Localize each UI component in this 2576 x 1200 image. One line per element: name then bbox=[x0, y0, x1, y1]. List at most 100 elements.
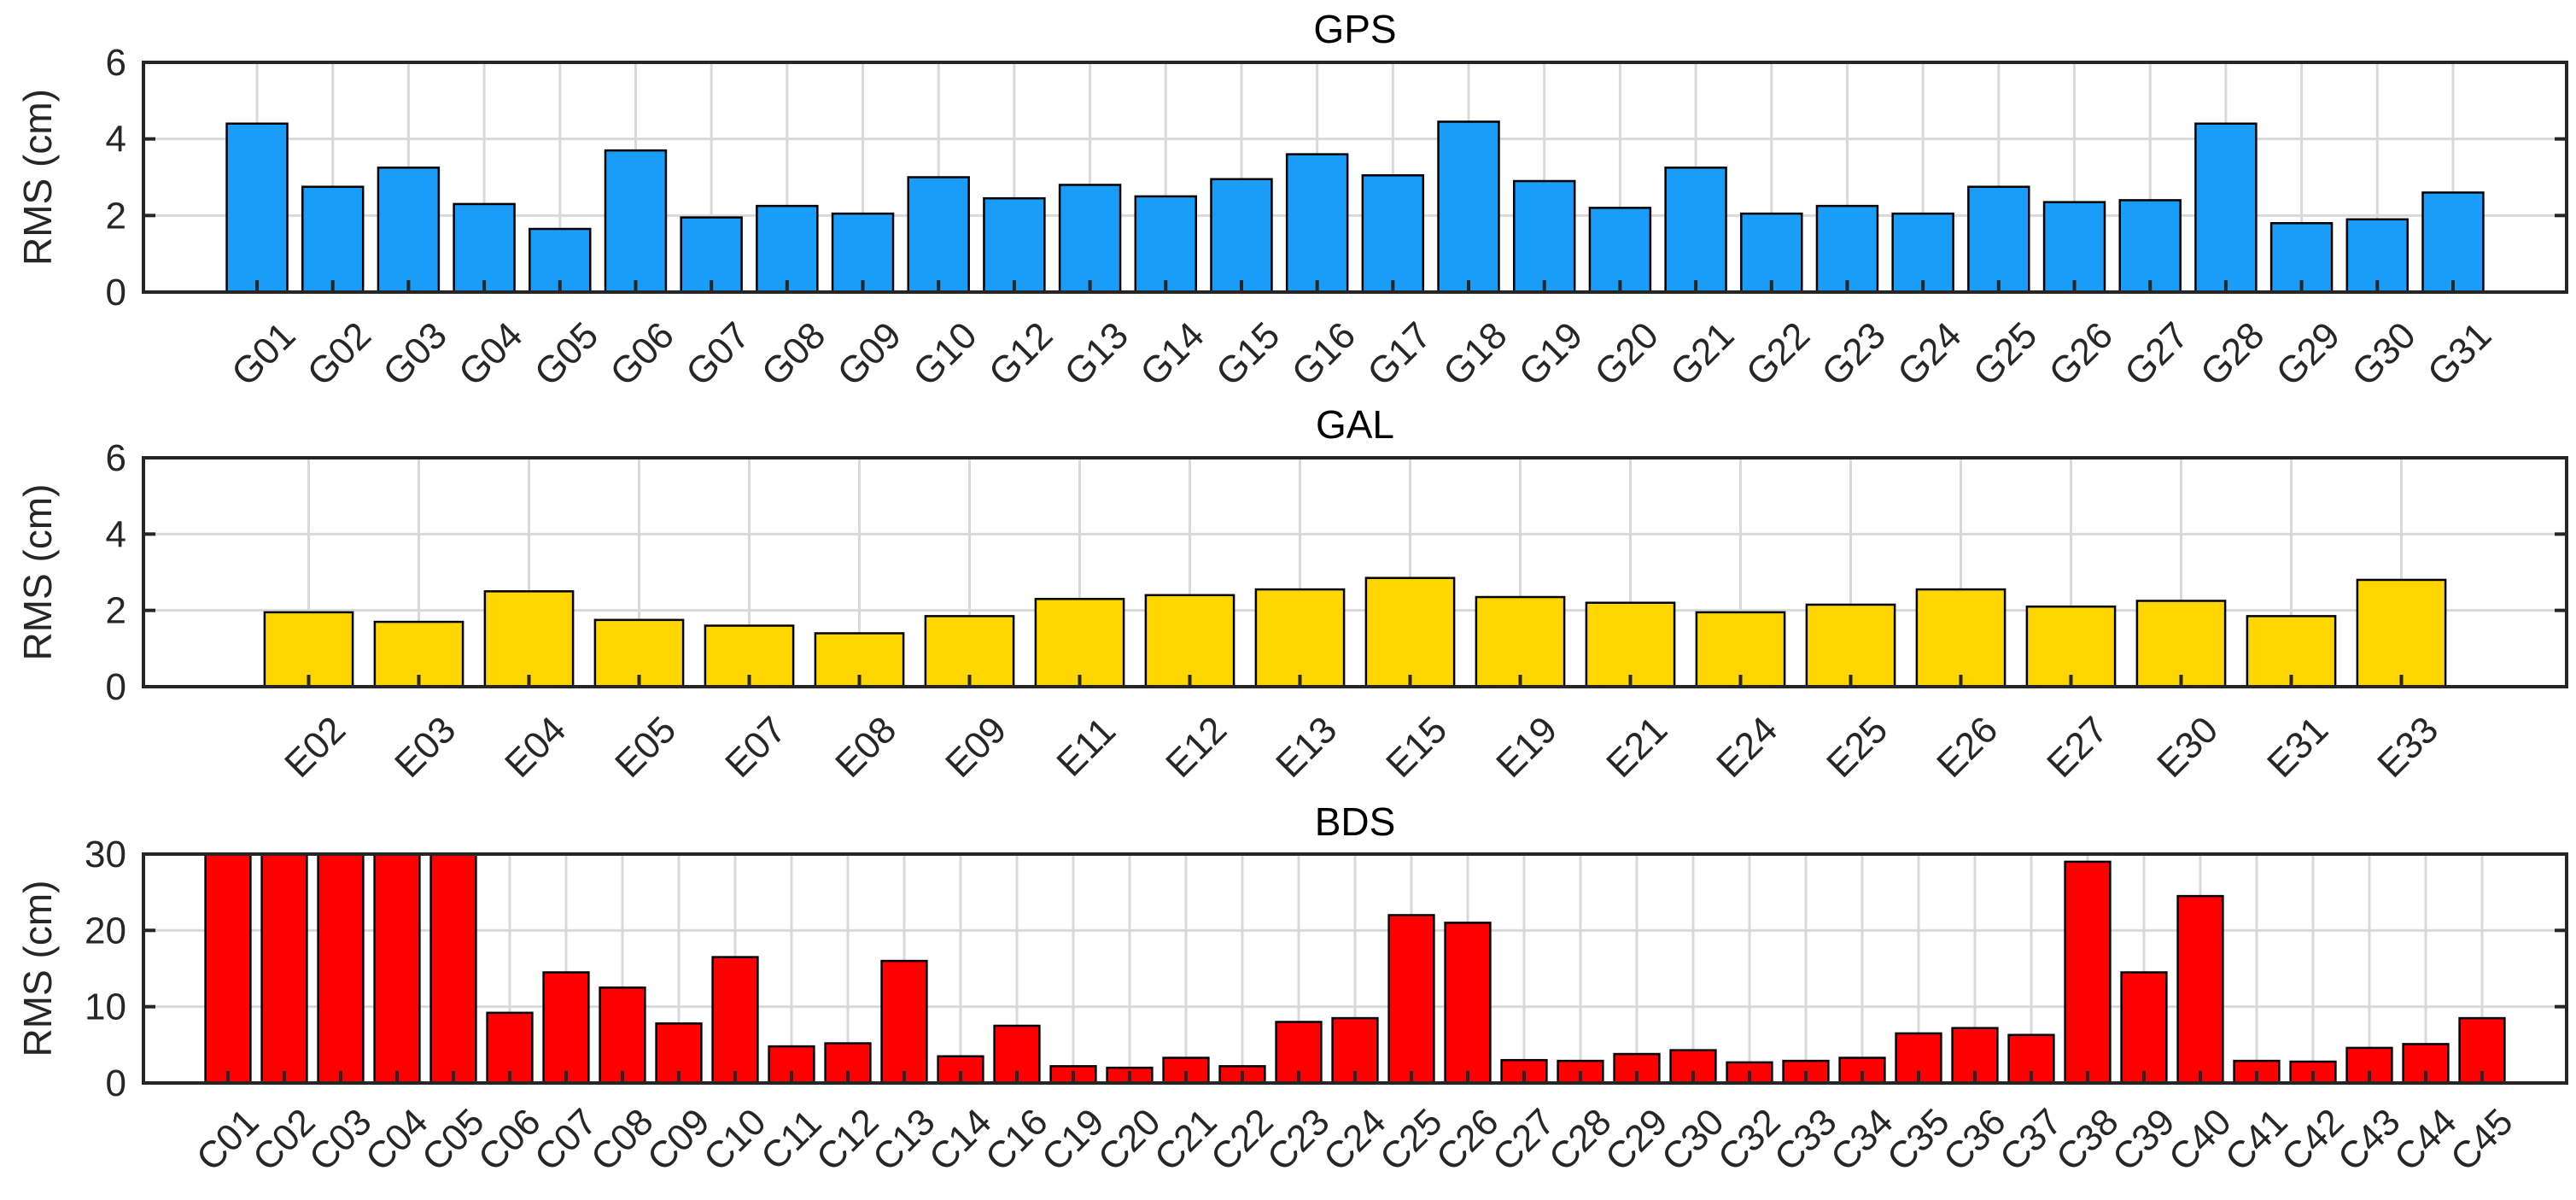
bar-e19 bbox=[1475, 595, 1566, 688]
x-tick-label: C45 bbox=[2443, 1101, 2521, 1180]
bar-e21 bbox=[1585, 601, 1676, 688]
x-tick-label: G18 bbox=[1435, 314, 1515, 394]
x-tick-label: G16 bbox=[1284, 314, 1364, 394]
bar-c04 bbox=[373, 852, 421, 1085]
x-tick-label: E27 bbox=[2039, 709, 2116, 786]
bar-g20 bbox=[1588, 207, 1652, 294]
bar-e27 bbox=[2025, 605, 2117, 688]
x-tick-label: E25 bbox=[1819, 709, 1895, 786]
bar-c39 bbox=[2120, 971, 2168, 1085]
bar-g07 bbox=[680, 216, 743, 294]
bar-c05 bbox=[429, 852, 477, 1085]
x-tick-label: G30 bbox=[2344, 314, 2423, 394]
x-tick-label: G05 bbox=[527, 314, 606, 394]
y-tick-label: 10 bbox=[85, 986, 126, 1028]
x-tick-label: E05 bbox=[607, 709, 684, 786]
y-tick-label: 4 bbox=[106, 119, 126, 161]
y-axis-label: RMS (cm) bbox=[15, 89, 60, 266]
x-tick-label: G25 bbox=[1966, 314, 2045, 394]
bar-c07 bbox=[542, 971, 590, 1085]
x-tick-label: G14 bbox=[1132, 314, 1212, 394]
bar-g26 bbox=[2042, 201, 2106, 294]
bar-g12 bbox=[983, 196, 1046, 294]
bar-e13 bbox=[1254, 588, 1346, 688]
x-tick-label: G31 bbox=[2420, 314, 2499, 394]
x-tick-label: G28 bbox=[2193, 314, 2272, 394]
bar-c08 bbox=[599, 986, 646, 1085]
bar-e04 bbox=[483, 590, 575, 688]
x-tick-label: G08 bbox=[754, 314, 833, 394]
chart-title: GPS bbox=[1313, 7, 1396, 51]
bar-c03 bbox=[317, 852, 365, 1085]
bar-e25 bbox=[1805, 603, 1896, 688]
bar-g23 bbox=[1815, 204, 1879, 294]
x-tick-label: G06 bbox=[602, 314, 681, 394]
x-tick-label: G10 bbox=[905, 314, 984, 394]
bar-g06 bbox=[604, 149, 668, 294]
y-tick-label: 6 bbox=[106, 437, 126, 479]
bar-g31 bbox=[2421, 191, 2485, 294]
x-tick-label: G26 bbox=[2042, 314, 2121, 394]
bar-c02 bbox=[260, 852, 308, 1085]
x-tick-label: E13 bbox=[1268, 709, 1345, 786]
x-tick-label: G20 bbox=[1586, 314, 1666, 394]
x-tick-label: E12 bbox=[1158, 709, 1235, 786]
bar-c21 bbox=[1162, 1057, 1210, 1085]
bar-g22 bbox=[1740, 212, 1803, 294]
bar-g14 bbox=[1134, 195, 1198, 294]
axes-frame bbox=[142, 61, 2568, 294]
x-tick-label: G19 bbox=[1511, 314, 1591, 394]
x-tick-label: E02 bbox=[277, 709, 353, 786]
x-tick-label: G21 bbox=[1662, 314, 1742, 394]
bar-c38 bbox=[2064, 860, 2112, 1085]
x-tick-label: E04 bbox=[497, 709, 574, 786]
x-tick-label: E26 bbox=[1929, 709, 2006, 786]
y-tick-label: 30 bbox=[85, 834, 126, 875]
x-tick-label: G27 bbox=[2117, 314, 2196, 394]
y-axis-label: RMS (cm) bbox=[15, 484, 60, 661]
chart-title: BDS bbox=[1315, 799, 1396, 844]
bar-g16 bbox=[1285, 153, 1349, 294]
bar-g01 bbox=[225, 122, 289, 294]
x-tick-label: G04 bbox=[451, 314, 530, 394]
bar-e11 bbox=[1034, 598, 1125, 688]
x-tick-label: G07 bbox=[678, 314, 757, 394]
x-tick-label: E03 bbox=[387, 709, 464, 786]
bar-g13 bbox=[1058, 184, 1122, 294]
y-tick-label: 0 bbox=[106, 666, 126, 708]
x-tick-label: E08 bbox=[827, 709, 904, 786]
x-tick-label: E31 bbox=[2259, 709, 2336, 786]
bar-g09 bbox=[831, 212, 895, 294]
x-tick-label: G29 bbox=[2269, 314, 2348, 394]
bar-e12 bbox=[1144, 594, 1235, 688]
bar-g10 bbox=[907, 176, 970, 294]
bar-c25 bbox=[1387, 914, 1435, 1085]
bar-c40 bbox=[2176, 894, 2224, 1085]
bar-e26 bbox=[1915, 588, 2006, 688]
x-tick-label: E11 bbox=[1049, 710, 1124, 785]
x-tick-label: G22 bbox=[1738, 314, 1818, 394]
x-tick-label: E24 bbox=[1709, 709, 1785, 786]
y-tick-label: 4 bbox=[106, 513, 126, 555]
bar-c01 bbox=[204, 852, 252, 1085]
bar-g08 bbox=[756, 204, 819, 294]
x-tick-label: E15 bbox=[1378, 709, 1455, 786]
x-tick-label: E19 bbox=[1488, 709, 1565, 786]
x-tick-label: G01 bbox=[224, 314, 303, 394]
bar-g04 bbox=[453, 202, 516, 294]
bds-panel: 0102030C01C02C03C04C05C06C07C08C09C10C11… bbox=[15, 799, 2568, 1180]
x-tick-label: G13 bbox=[1057, 314, 1136, 394]
bar-g30 bbox=[2345, 218, 2410, 294]
bar-g03 bbox=[377, 167, 441, 294]
y-tick-label: 0 bbox=[106, 272, 126, 313]
x-tick-label: E30 bbox=[2149, 709, 2226, 786]
x-tick-label: E21 bbox=[1598, 709, 1675, 786]
y-tick-label: 0 bbox=[106, 1062, 126, 1104]
x-tick-label: E07 bbox=[717, 709, 794, 786]
gps-panel: 0 2 4 6 G01G02G03G04G05G06G07G08G09G10G12G13… bbox=[15, 7, 2568, 394]
bar-g24 bbox=[1891, 212, 1954, 294]
bar-g18 bbox=[1437, 120, 1500, 294]
bar-g27 bbox=[2118, 199, 2182, 294]
x-tick-label: G23 bbox=[1814, 314, 1893, 394]
